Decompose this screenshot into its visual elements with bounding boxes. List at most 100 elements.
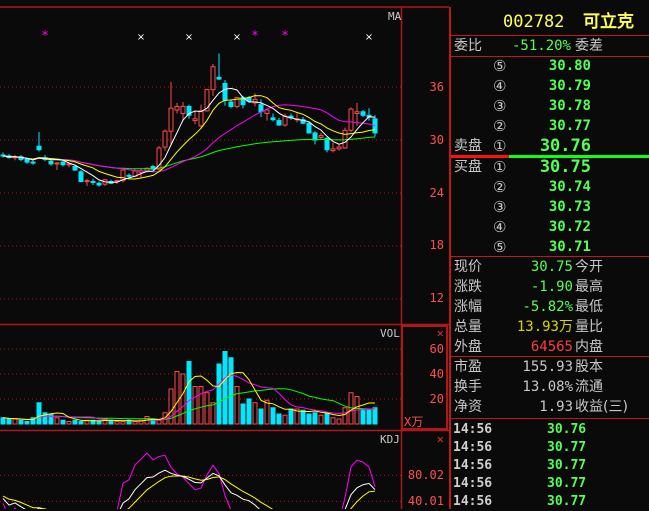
volume-bar (198, 386, 204, 425)
volume-bar (276, 413, 282, 425)
volume-bar (120, 421, 126, 425)
tick-price: 30.77 (547, 494, 587, 509)
volume-bar (84, 419, 90, 425)
sell-label: 卖盘 (454, 138, 482, 154)
signal-marker: * (282, 29, 289, 44)
bid-price[interactable]: 30.73 (548, 199, 591, 215)
stat-label: 外盘 (454, 339, 482, 355)
fund-label: 净资 (454, 399, 482, 415)
volume-bar (246, 398, 252, 425)
kline-chart[interactable]: * × × × * * × (0, 0, 449, 509)
vol-tick: 20 (429, 392, 444, 406)
ask-price[interactable]: 30.78 (548, 98, 591, 114)
volume-bar (54, 417, 60, 425)
candle-down (324, 137, 330, 151)
volume-bar (78, 421, 84, 425)
volume-bar (330, 417, 336, 425)
candle-up (330, 148, 336, 152)
vol-close-icon[interactable]: ✕ (436, 326, 444, 340)
candle-down (96, 182, 102, 186)
candle-up (162, 130, 168, 148)
candle-down (90, 181, 96, 184)
volume-bar (342, 407, 348, 425)
candle-up (234, 97, 240, 107)
volume-bar (24, 421, 30, 425)
fund-value: 155.93 (522, 359, 573, 375)
volume-bar (252, 402, 258, 425)
weibi-value: -51.20% (511, 38, 571, 54)
ask-price[interactable]: 30.76 (539, 136, 591, 156)
candle-down (270, 117, 276, 121)
signal-marker: × (233, 32, 241, 43)
vol-ma10-line (2, 374, 376, 422)
ask-price[interactable]: 30.77 (548, 118, 591, 134)
stat-label2: 最低 (575, 299, 603, 315)
bid-price[interactable]: 30.75 (539, 157, 591, 177)
volume-bar (204, 392, 210, 425)
stat-label: 涨幅 (454, 299, 482, 315)
volume-bar (318, 414, 324, 425)
ask-level: ② (493, 117, 507, 135)
ask-level: ④ (493, 77, 507, 95)
candle-down (258, 104, 264, 113)
stat-label2: 内盘 (575, 339, 603, 355)
signal-marker: * (42, 29, 49, 44)
bid-level: ② (493, 178, 507, 196)
kdj-close-icon[interactable]: ✕ (436, 432, 444, 446)
tick-price: 30.76 (547, 422, 587, 437)
volume-bar (114, 421, 120, 425)
candle-up (120, 169, 126, 182)
bid-level: ④ (493, 218, 507, 236)
candle-up (192, 118, 198, 122)
volume-bar (234, 386, 240, 425)
ask-price[interactable]: 30.79 (548, 78, 591, 94)
candle-up (318, 135, 324, 138)
bid-price[interactable]: 30.71 (548, 239, 591, 255)
volume-bar (264, 399, 270, 425)
candle-down (216, 76, 222, 80)
volume-bar (306, 413, 312, 425)
volume-bar (192, 386, 198, 425)
vol-tick: 40 (429, 367, 444, 381)
buy-label: 买盘 (454, 159, 482, 175)
candle-down (312, 132, 318, 141)
signal-marker: × (185, 32, 193, 43)
ask-price[interactable]: 30.80 (548, 58, 591, 74)
candle-down (276, 120, 282, 126)
kdj-tick: 40.01 (407, 494, 444, 508)
volume-bar (312, 412, 318, 425)
stock-name: 可立克 (583, 12, 634, 32)
bid-price[interactable]: 30.72 (548, 219, 591, 235)
signal-marker: × (365, 32, 373, 43)
weibi-label: 委比 (454, 38, 482, 54)
volume-bar (258, 408, 264, 425)
ma-panel-label: MA (388, 10, 402, 23)
fund-label: 换手 (454, 379, 482, 395)
volume-bar (270, 407, 276, 425)
volume-bar (12, 418, 18, 425)
ma10-line (2, 95, 376, 180)
weicha-label: 委差 (575, 38, 603, 54)
volume-bar (30, 417, 36, 425)
kdj-tick: 80.02 (407, 468, 444, 482)
fund-label: 市盈 (454, 359, 482, 375)
tick-time: 14:56 (453, 440, 493, 455)
price-tick: 12 (429, 291, 444, 305)
bid-level: ⑤ (493, 238, 507, 256)
tick-price: 30.77 (547, 476, 587, 491)
candle-down (360, 111, 366, 116)
stat-value: 13.93万 (516, 319, 573, 335)
stat-value: 30.75 (530, 259, 573, 275)
tick-time: 14:56 (453, 494, 493, 509)
volume-bar (186, 361, 192, 425)
candle-up (168, 107, 174, 132)
candle-down (36, 145, 42, 151)
volume-bar (366, 408, 372, 425)
bid-price[interactable]: 30.74 (548, 179, 591, 195)
candle-down (222, 82, 228, 101)
tick-price: 30.77 (547, 458, 587, 473)
kdj-k-line (2, 469, 376, 509)
candle-up (84, 180, 90, 183)
stat-value: 64565 (530, 339, 573, 355)
stat-label2: 最高 (575, 279, 603, 295)
